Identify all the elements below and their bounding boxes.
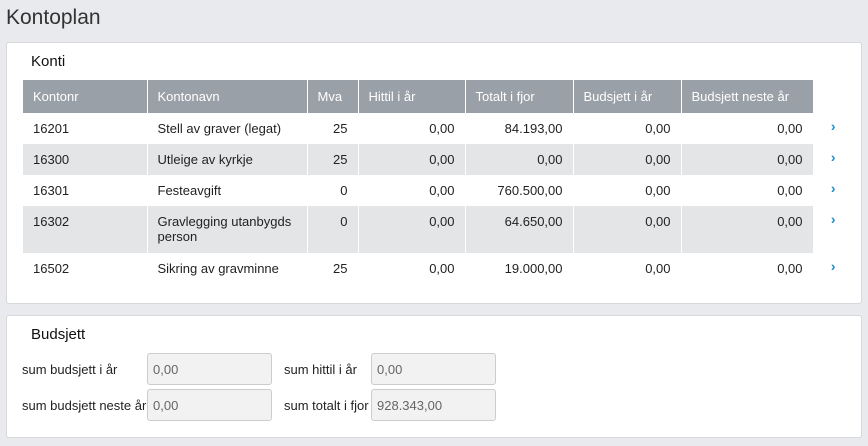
table-cell: 0,00 bbox=[573, 144, 682, 175]
column-header[interactable]: Totalt i fjor bbox=[465, 80, 574, 113]
budsjett-card: Budsjett sum budsjett i år 0,00 sum hitt… bbox=[6, 315, 862, 438]
table-cell: 25 bbox=[307, 144, 359, 175]
konti-title: Konti bbox=[31, 53, 66, 70]
sum-hittil-field[interactable]: 0,00 bbox=[371, 353, 496, 385]
sum-totalt-fjor-label: sum totalt i fjor bbox=[284, 398, 369, 413]
table-cell: 0,00 bbox=[358, 175, 466, 206]
column-header[interactable]: Mva bbox=[307, 80, 359, 113]
table-cell: 760.500,00 bbox=[465, 175, 574, 206]
table-cell: 16301 bbox=[23, 175, 148, 206]
column-header[interactable]: Budsjett i år bbox=[573, 80, 682, 113]
chevron-column-header bbox=[813, 80, 853, 113]
table-cell: 0,00 bbox=[358, 253, 466, 284]
table-cell: 0,00 bbox=[681, 206, 814, 253]
column-header[interactable]: Hittil i år bbox=[358, 80, 466, 113]
table-cell: 0,00 bbox=[358, 144, 466, 175]
table-cell: 16300 bbox=[23, 144, 148, 175]
table-row[interactable]: 16302 Gravlegging utanbygds person 0 0,00 64… bbox=[23, 206, 853, 253]
chevron-right-icon[interactable]: › bbox=[813, 175, 853, 206]
sum-budsjett-i-aar-field[interactable]: 0,00 bbox=[147, 353, 272, 385]
column-header[interactable]: Kontonavn bbox=[147, 80, 308, 113]
table-cell: 64.650,00 bbox=[465, 206, 574, 253]
table-cell: 0 bbox=[307, 175, 359, 206]
table-cell: 25 bbox=[307, 113, 359, 144]
chevron-right-icon[interactable]: › bbox=[813, 113, 853, 144]
page-title: Kontoplan bbox=[6, 6, 101, 29]
konti-table: Kontonr Kontonavn Mva Hittil i år Totalt i f… bbox=[23, 80, 853, 284]
table-cell: 0,00 bbox=[573, 175, 682, 206]
table-cell: Stell av graver (legat) bbox=[147, 113, 308, 144]
table-row[interactable]: 16301 Festeavgift 0 0,00 760.500,00 0,00 0,00 › bbox=[23, 175, 853, 206]
table-cell: 0,00 bbox=[358, 113, 466, 144]
sum-budsjett-i-aar-label: sum budsjett i år bbox=[22, 362, 118, 377]
chevron-right-icon[interactable]: › bbox=[813, 144, 853, 175]
table-cell: 0,00 bbox=[681, 175, 814, 206]
table-cell: 0,00 bbox=[573, 253, 682, 284]
konti-card: Konti Kontonr Kontonavn Mva Hittil i år Tota… bbox=[6, 42, 862, 304]
table-row[interactable]: 16201 Stell av graver (legat) 25 0,00 84.193… bbox=[23, 113, 853, 144]
sum-budsjett-neste-label: sum budsjett neste år bbox=[22, 398, 147, 413]
table-cell: 16201 bbox=[23, 113, 148, 144]
chevron-right-icon[interactable]: › bbox=[813, 206, 853, 253]
table-cell: 0,00 bbox=[681, 253, 814, 284]
table-row[interactable]: 16300 Utleige av kyrkje 25 0,00 0,00 0,00 0,00… bbox=[23, 144, 853, 175]
table-cell: Festeavgift bbox=[147, 175, 308, 206]
sum-budsjett-neste-field[interactable]: 0,00 bbox=[147, 389, 272, 421]
table-cell: 16302 bbox=[23, 206, 148, 253]
table-cell: 0 bbox=[307, 206, 359, 253]
table-row[interactable]: 16502 Sikring av gravminne 25 0,00 19.000,00… bbox=[23, 253, 853, 284]
table-cell: 0,00 bbox=[358, 206, 466, 253]
table-cell: Sikring av gravminne bbox=[147, 253, 308, 284]
table-cell: 0,00 bbox=[573, 113, 682, 144]
sum-totalt-fjor-field[interactable]: 928.343,00 bbox=[371, 389, 496, 421]
budsjett-title: Budsjett bbox=[31, 326, 86, 343]
table-cell: 16502 bbox=[23, 253, 148, 284]
sum-hittil-label: sum hittil i år bbox=[284, 362, 357, 377]
table-cell: 0,00 bbox=[465, 144, 574, 175]
column-header[interactable]: Kontonr bbox=[23, 80, 148, 113]
table-cell: 19.000,00 bbox=[465, 253, 574, 284]
table-cell: 0,00 bbox=[681, 144, 814, 175]
table-cell: 84.193,00 bbox=[465, 113, 574, 144]
table-cell: Gravlegging utanbygds person bbox=[147, 206, 308, 253]
chevron-right-icon[interactable]: › bbox=[813, 253, 853, 284]
column-header[interactable]: Budsjett neste år bbox=[681, 80, 814, 113]
table-cell: Utleige av kyrkje bbox=[147, 144, 308, 175]
table-cell: 25 bbox=[307, 253, 359, 284]
table-cell: 0,00 bbox=[573, 206, 682, 253]
table-cell: 0,00 bbox=[681, 113, 814, 144]
